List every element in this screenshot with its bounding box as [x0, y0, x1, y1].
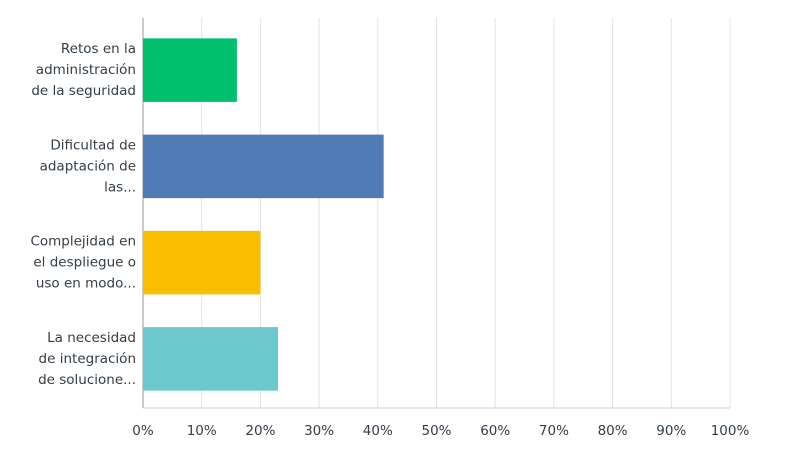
x-tick-label: 50% [421, 423, 451, 439]
x-tick-label: 0% [132, 423, 154, 439]
x-tick-label: 80% [598, 423, 628, 439]
x-tick-label: 90% [656, 423, 686, 439]
bar [143, 230, 261, 295]
bar [143, 327, 279, 391]
x-tick-label: 10% [187, 423, 217, 439]
x-tick-label: 70% [539, 423, 569, 439]
y-tick-label: Dificultad de adaptación de las... [40, 137, 136, 195]
x-tick-label: 40% [363, 423, 393, 439]
x-tick-label: 60% [480, 423, 510, 439]
bar [143, 38, 237, 102]
x-tick-label: 100% [711, 423, 750, 439]
y-tick-label: Complejidad en el despliegue o uso en modo… [30, 234, 136, 292]
x-tick-label: 20% [245, 423, 275, 439]
y-tick-label: La necesidad de integración de solucione..… [38, 330, 136, 388]
bar [143, 134, 384, 199]
x-tick-label: 30% [304, 423, 334, 439]
y-tick-label: Retos en la administración de la seguridad [31, 41, 136, 99]
